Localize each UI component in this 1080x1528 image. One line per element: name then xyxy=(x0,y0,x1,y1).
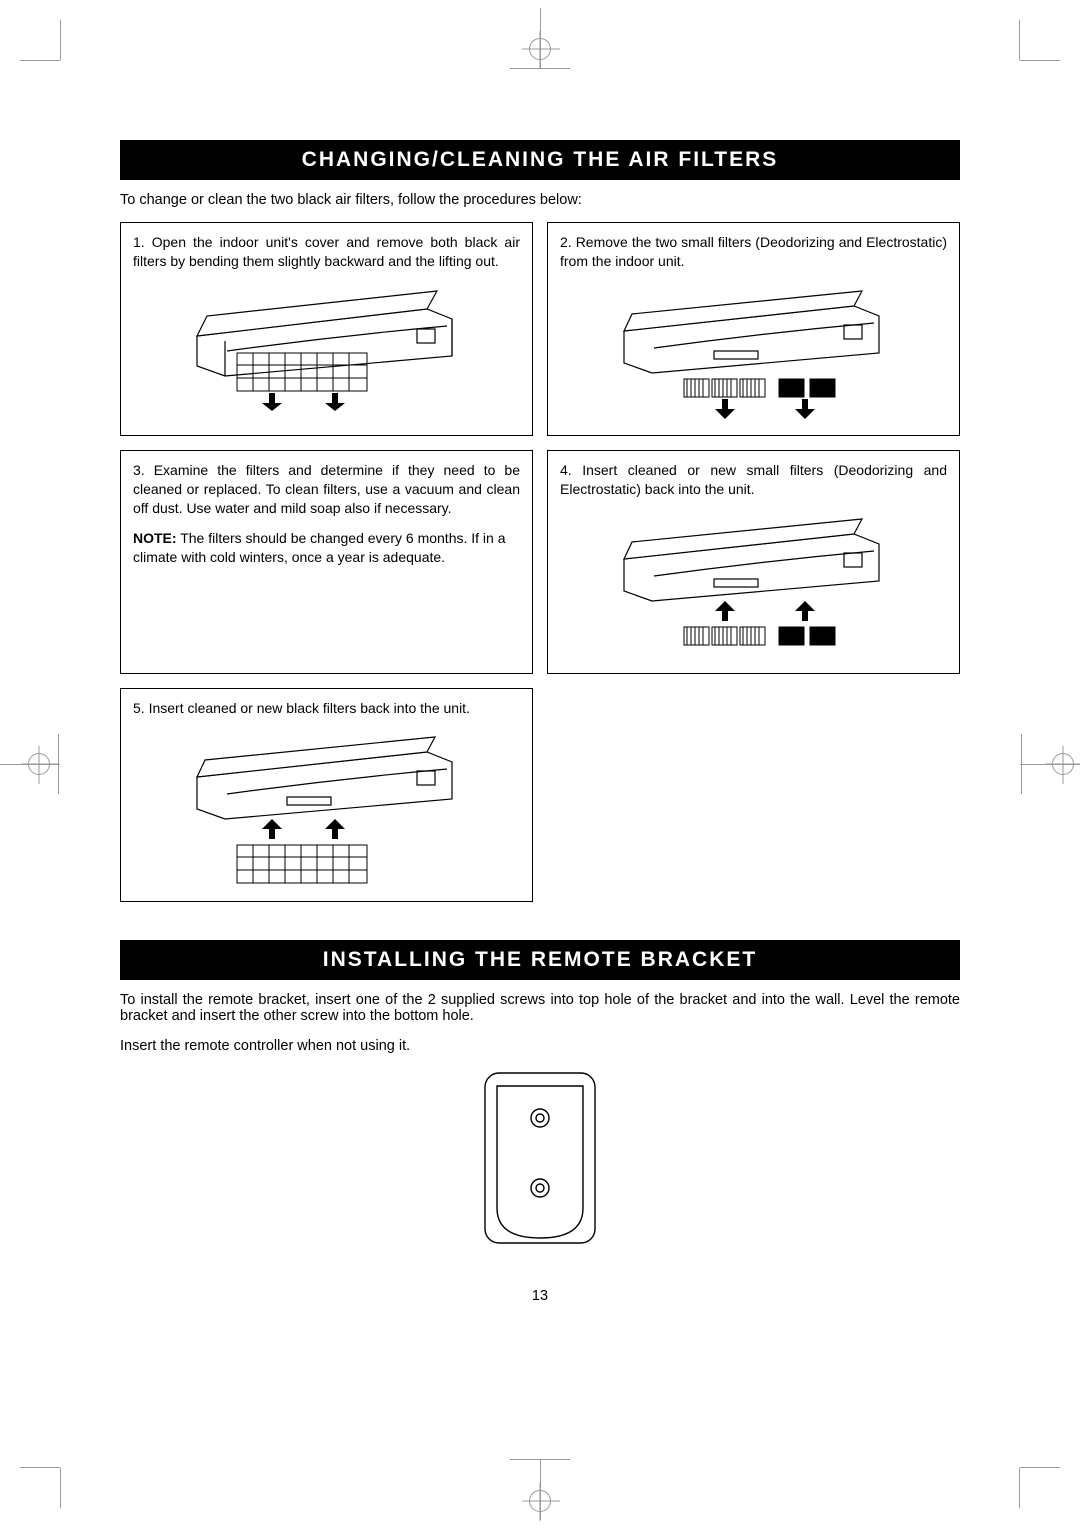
step-3-text: 3. Examine the filters and determine if … xyxy=(133,461,520,518)
ac-unit-open-icon xyxy=(177,281,477,411)
step-1-figure xyxy=(133,281,520,411)
ac-unit-small-filters-icon xyxy=(604,281,904,421)
step-3: 3. Examine the filters and determine if … xyxy=(120,450,533,674)
step-5-text: 5. Insert cleaned or new black filters b… xyxy=(133,699,520,718)
step-1: 1. Open the indoor unit's cover and remo… xyxy=(120,222,533,436)
steps-grid: 1. Open the indoor unit's cover and remo… xyxy=(120,222,960,902)
step-4-text: 4. Insert cleaned or new small filters (… xyxy=(560,461,947,499)
section2-title: INSTALLING THE REMOTE BRACKET xyxy=(120,940,960,980)
step-3-note: NOTE: The filters should be changed ever… xyxy=(133,529,520,567)
section2-para1: To install the remote bracket, insert on… xyxy=(120,992,960,1024)
ac-unit-insert-small-icon xyxy=(604,509,904,659)
step-2-figure xyxy=(560,281,947,421)
step-1-text: 1. Open the indoor unit's cover and remo… xyxy=(133,233,520,271)
step-4: 4. Insert cleaned or new small filters (… xyxy=(547,450,960,674)
step-5-figure xyxy=(133,727,520,887)
step-2: 2. Remove the two small filters (Deodori… xyxy=(547,222,960,436)
section2-para2: Insert the remote controller when not us… xyxy=(120,1038,960,1054)
ac-unit-insert-black-icon xyxy=(177,727,477,887)
step-4-figure xyxy=(560,509,947,659)
note-text: The filters should be changed every 6 mo… xyxy=(133,530,506,565)
note-label: NOTE: xyxy=(133,530,177,546)
remote-bracket-icon xyxy=(475,1068,605,1268)
bracket-figure xyxy=(120,1068,960,1268)
page-content: CHANGING/CLEANING THE AIR FILTERS To cha… xyxy=(120,140,960,1358)
page-number: 13 xyxy=(120,1288,960,1304)
empty-cell xyxy=(547,688,960,903)
step-2-text: 2. Remove the two small filters (Deodori… xyxy=(560,233,947,271)
section1-title: CHANGING/CLEANING THE AIR FILTERS xyxy=(120,140,960,180)
step-5: 5. Insert cleaned or new black filters b… xyxy=(120,688,533,903)
section1-intro: To change or clean the two black air fil… xyxy=(120,192,960,208)
